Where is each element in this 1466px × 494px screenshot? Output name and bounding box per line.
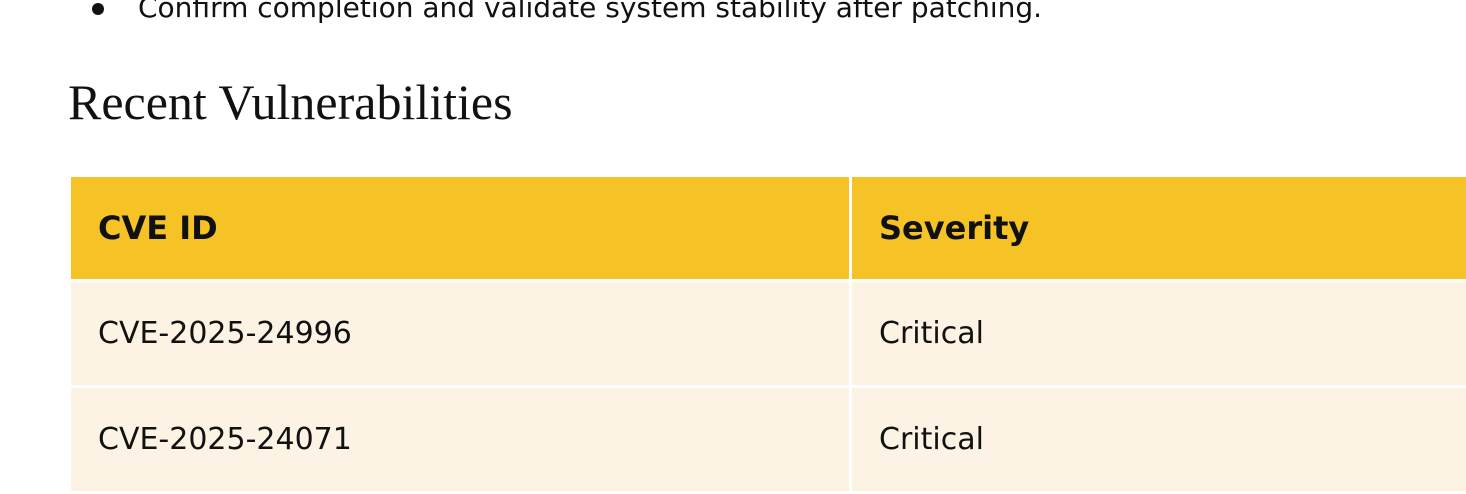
table-header-row: CVE ID Severity	[71, 177, 1466, 279]
bullet-icon	[92, 3, 104, 15]
cve-id-cell: CVE-2025-24996	[71, 282, 849, 385]
section-title: Recent Vulnerabilities	[68, 74, 513, 130]
list-item: Confirm completion and validate system s…	[92, 0, 1042, 30]
table-row: CVE-2025-24996 Critical	[71, 282, 1466, 385]
table-row: CVE-2025-24071 Critical	[71, 388, 1466, 491]
vulnerabilities-table: CVE ID Severity CVE-2025-24996 Critical …	[68, 174, 1466, 494]
column-header-cve-id: CVE ID	[71, 177, 849, 279]
list-item-text: Confirm completion and validate system s…	[138, 0, 1043, 24]
column-header-severity: Severity	[852, 177, 1466, 279]
cve-id-cell: CVE-2025-24071	[71, 388, 849, 491]
severity-cell: Critical	[852, 388, 1466, 491]
severity-cell: Critical	[852, 282, 1466, 385]
step-list: Confirm completion and validate system s…	[92, 0, 1042, 30]
